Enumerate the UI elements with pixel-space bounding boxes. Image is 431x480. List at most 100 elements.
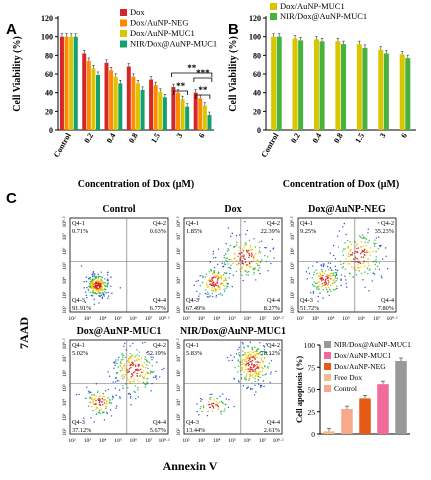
flow-event-dot xyxy=(89,278,92,280)
flow-event-dot xyxy=(262,374,264,376)
bar xyxy=(86,60,91,130)
flow-event-dot xyxy=(117,366,119,368)
flow-event-dot xyxy=(152,376,155,378)
flow-event-dot xyxy=(336,269,339,272)
flow-event-dot xyxy=(217,285,220,287)
flow-event-dot xyxy=(255,350,258,352)
flow-event-dot xyxy=(328,294,330,297)
flow-plot-title: Dox@AuNP-NEG xyxy=(308,204,386,215)
flow-event-dot xyxy=(225,257,227,260)
y-tick-label: 10⁶ xyxy=(176,370,182,378)
flow-event-dot xyxy=(92,281,94,284)
flow-event-dot xyxy=(101,396,104,398)
flow-event-dot xyxy=(254,368,256,371)
flow-event-dot xyxy=(228,398,230,401)
flow-event-dot xyxy=(223,288,225,291)
flow-event-dot xyxy=(143,377,146,380)
flow-event-dot xyxy=(244,261,247,264)
x-tick-label: 10⁶ xyxy=(244,316,252,322)
flow-event-dot xyxy=(238,354,240,356)
flow-event-dot xyxy=(233,405,235,408)
flow-event-dot xyxy=(238,246,241,248)
y-tick-label: 100 xyxy=(304,341,316,350)
flow-event-dot xyxy=(369,247,372,249)
y-axis-label: Cell Viability (%) xyxy=(228,36,239,112)
quadrant-label: 13.44% xyxy=(186,427,206,434)
flow-event-dot xyxy=(101,281,104,283)
flow-event-dot xyxy=(354,256,357,259)
y-tick-label: 10⁷ xyxy=(176,355,182,363)
bar xyxy=(341,44,346,131)
flow-event-dot xyxy=(217,278,219,280)
flow-event-dot xyxy=(233,252,236,254)
flow-event-dot xyxy=(249,356,252,358)
flow-event-dot xyxy=(90,282,93,285)
flow-event-dot xyxy=(246,264,248,266)
flow-event-dot xyxy=(319,275,321,278)
x-tick-label: 10³ xyxy=(312,316,320,322)
y-tick-label: 10³ xyxy=(62,291,68,299)
flow-event-dot xyxy=(89,286,92,288)
flow-event-dot xyxy=(134,365,137,367)
flow-event-dot xyxy=(84,301,87,303)
flow-event-dot xyxy=(146,381,148,383)
flow-event-dot xyxy=(385,255,387,257)
flow-event-dot xyxy=(138,351,140,353)
flow-event-dot xyxy=(107,274,109,276)
flow-event-dot xyxy=(255,252,257,255)
flow-event-dot xyxy=(252,373,254,376)
flow-event-dot xyxy=(129,381,131,383)
y-tick-label: 10⁴ xyxy=(290,277,296,285)
x-tick-label: Control xyxy=(259,131,280,159)
bar xyxy=(292,38,298,130)
flow-event-dot xyxy=(342,266,344,268)
flow-event-dot xyxy=(224,403,226,406)
flow-event-dot xyxy=(107,297,109,299)
flow-event-dot xyxy=(340,284,342,287)
x-tick-label: 10³ xyxy=(84,316,92,322)
x-tick-label: 10² xyxy=(182,316,190,322)
x-axis-label: Concentration of Dox (μM) xyxy=(78,179,194,190)
flow-event-dot xyxy=(371,280,373,282)
flow-event-dot xyxy=(115,394,117,396)
flow-event-dot xyxy=(208,278,211,280)
x-tick-label: 10⁶ xyxy=(358,316,366,322)
flow-event-dot xyxy=(368,269,371,271)
flow-event-dot xyxy=(264,351,267,353)
flow-event-dot xyxy=(327,274,330,276)
flow-event-dot xyxy=(212,250,215,253)
panel-label-c: C xyxy=(6,190,17,207)
flow-event-dot xyxy=(99,404,102,406)
y-tick-label: 100 xyxy=(249,33,261,42)
flow-event-dot xyxy=(255,372,257,375)
flow-event-dot xyxy=(259,267,261,269)
legend-swatch xyxy=(120,30,127,37)
flow-event-dot xyxy=(242,248,244,251)
legend-label: Control xyxy=(334,384,357,393)
flow-event-dot xyxy=(83,281,85,283)
flow-event-dot xyxy=(219,293,222,295)
flow-event-dot xyxy=(334,288,336,291)
flow-event-dot xyxy=(201,282,204,284)
flow-event-dot xyxy=(251,367,253,369)
flow-event-dot xyxy=(324,281,327,283)
legend-swatch xyxy=(270,13,277,20)
y-tick-label: 20 xyxy=(253,107,261,116)
flow-plot-title: Control xyxy=(102,204,135,215)
legend-swatch xyxy=(324,385,331,392)
flow-event-dot xyxy=(210,396,212,399)
flow-event-dot xyxy=(92,400,94,402)
flow-event-dot xyxy=(361,237,363,239)
flow-event-dot xyxy=(362,256,365,258)
flow-event-dot xyxy=(261,240,263,243)
flow-event-dot xyxy=(119,365,121,367)
flow-event-dot xyxy=(211,404,213,406)
flow-event-dot xyxy=(256,356,259,358)
flow-event-dot xyxy=(110,285,112,288)
flow-event-dot xyxy=(356,266,359,268)
significance-bracket xyxy=(193,77,213,82)
flow-event-dot xyxy=(118,356,120,359)
flow-event-dot xyxy=(145,373,147,376)
quadrant-label: 9.25% xyxy=(300,228,317,235)
flow-event-dot xyxy=(103,395,105,398)
